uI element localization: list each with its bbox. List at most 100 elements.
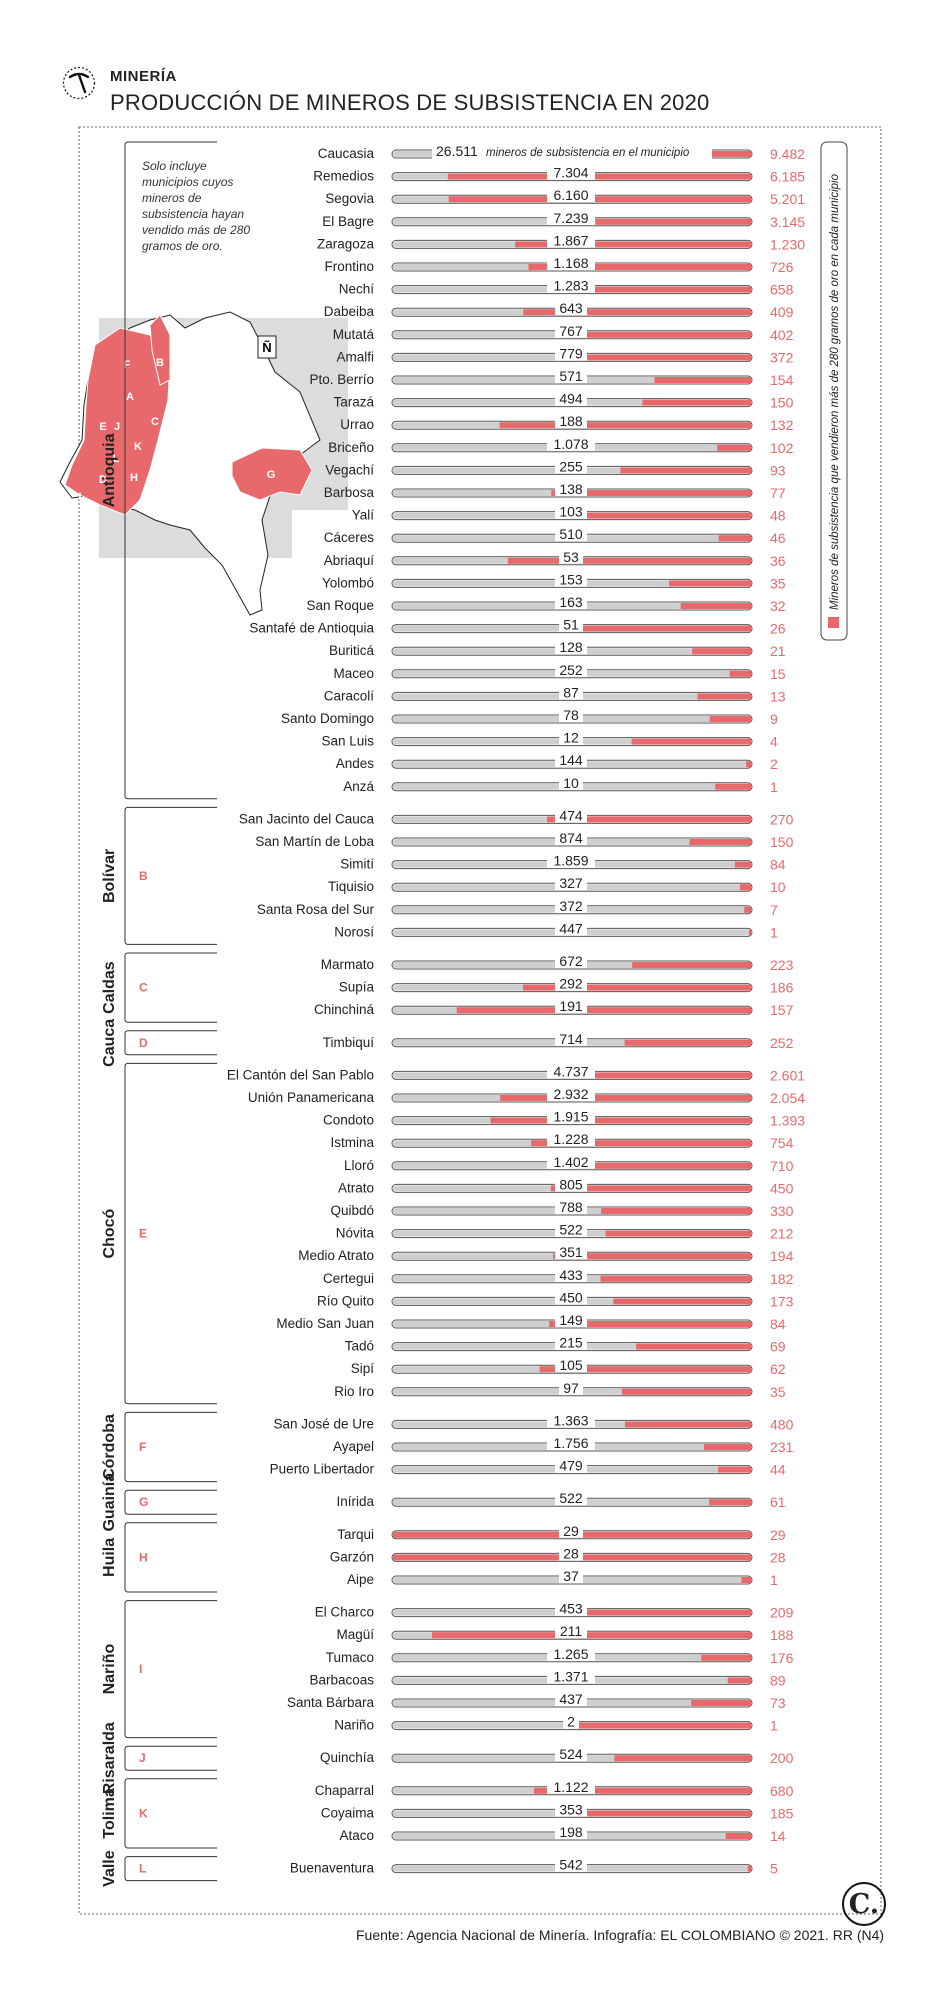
value-over280: 150 (770, 395, 794, 411)
value-total: 28 (563, 1545, 579, 1561)
table-row: Condoto 1.915 1.393 (323, 1109, 805, 1129)
value-over280: 1 (770, 779, 778, 795)
bar-over280 (584, 512, 751, 519)
table-row: Buriticá 128 21 (329, 639, 786, 659)
bar-over280 (669, 580, 751, 587)
value-over280: 35 (770, 1384, 786, 1400)
chart-frame (78, 126, 882, 1915)
value-label-bg (555, 663, 587, 677)
municipality-label: Yalí (352, 508, 375, 523)
bar-over280 (553, 1253, 751, 1260)
value-label-bg (555, 528, 587, 542)
municipality-label: Ataco (339, 1828, 374, 1843)
value-total: 78 (563, 707, 579, 723)
bar-over280 (717, 444, 751, 451)
value-label-bg (555, 573, 587, 587)
table-row: San Jacinto del Cauca 474 270 (239, 807, 794, 827)
value-over280: 13 (770, 688, 786, 704)
el-colombiano-logo: C. (842, 1882, 886, 1926)
value-total: 252 (559, 662, 583, 678)
table-row: Timbiquí 714 252 (323, 1031, 794, 1051)
value-total: 51 (563, 617, 579, 633)
bar-over280 (632, 962, 751, 968)
municipality-label: Tarazá (333, 395, 374, 410)
bar-over280 (432, 1632, 751, 1639)
municipality-label: Tumaco (326, 1650, 374, 1665)
bar-over280 (729, 670, 751, 677)
municipality-label: Certegui (323, 1271, 374, 1286)
table-row: Norosí 447 1 (334, 920, 778, 940)
value-total: 2 (567, 1714, 575, 1730)
value-label-bg (559, 1381, 583, 1395)
footer-source: Fuente: Agencia Nacional de Minería. Inf… (356, 1927, 885, 1943)
legend-label: Mineros de subsistencia que vendieron má… (829, 173, 841, 610)
value-over280: 1 (770, 924, 778, 940)
value-over280: 84 (770, 857, 786, 873)
value-total: 494 (559, 391, 583, 407)
page-title: PRODUCCIÓN DE MINEROS DE SUBSISTENCIA EN… (110, 90, 710, 115)
legend-swatch (828, 617, 839, 628)
value-label-bg (559, 550, 583, 564)
map-label-b: B (156, 357, 164, 369)
value-total: 1.859 (553, 853, 588, 869)
value-total: 1.228 (553, 1131, 588, 1147)
department-name: Risaralda (101, 1722, 118, 1794)
department-name: Chocó (101, 1208, 118, 1258)
bar-over280 (631, 738, 751, 745)
value-total: 447 (559, 920, 583, 936)
value-over280: 26 (770, 621, 786, 637)
value-over280: 2.054 (770, 1090, 805, 1106)
municipality-label: Frontino (324, 259, 374, 274)
bar-over280 (585, 1609, 751, 1616)
table-row: El Charco 453 209 (315, 1601, 794, 1621)
bar-over280 (703, 1444, 751, 1450)
table-row: Nóvita 522 212 (336, 1222, 794, 1242)
value-total: 198 (559, 1824, 583, 1840)
value-over280: 188 (770, 1627, 794, 1643)
value-total: 191 (559, 998, 583, 1014)
value-total: 2.932 (553, 1086, 588, 1102)
bar-over280 (697, 693, 751, 700)
value-label-bg (547, 257, 595, 270)
value-total: 4.737 (553, 1063, 588, 1079)
municipality-label: Medio San Juan (276, 1316, 374, 1331)
department-bracket (124, 1522, 217, 1593)
bar-over280 (500, 1095, 751, 1101)
value-total: 128 (559, 639, 583, 655)
value-label-bg (547, 1065, 595, 1079)
table-row: Lloró 1.402 710 (344, 1154, 794, 1174)
value-total: 87 (563, 684, 579, 700)
municipality-label: Río Quito (317, 1293, 374, 1308)
bar-over280 (515, 241, 751, 248)
value-over280: 182 (770, 1271, 794, 1287)
table-row: Supía 292 186 (339, 976, 794, 996)
value-label-bg (555, 641, 587, 655)
table-row: El Bagre 7.239 3.145 (322, 210, 805, 230)
bar-over280 (654, 377, 751, 383)
municipality-label: Nechí (339, 282, 375, 297)
table-row: San José de Ure 1.363 480 (273, 1412, 793, 1432)
municipality-label: Rio Iro (334, 1384, 374, 1399)
value-over280: 10 (770, 879, 786, 895)
value-total: 433 (559, 1267, 583, 1283)
value-total: 103 (559, 504, 583, 520)
department-code: L (139, 1862, 146, 1876)
bar-over280 (539, 1366, 751, 1373)
bar-over280 (624, 1421, 751, 1428)
value-total: 1.402 (553, 1154, 588, 1170)
value-over280: 212 (770, 1226, 794, 1242)
value-label-bg (547, 1414, 595, 1428)
map-label-c: C (151, 416, 159, 428)
municipality-label: Tiquisio (328, 879, 374, 894)
table-row: Maceo 252 15 (333, 662, 785, 682)
map-label-l: L (113, 453, 120, 465)
table-row: Tarazá 494 150 (333, 391, 793, 411)
department-bracket (124, 952, 217, 1023)
table-row: Yalí 103 48 (352, 504, 786, 524)
value-total: 1.363 (553, 1412, 588, 1428)
table-row: Nechí 1.283 658 (339, 278, 794, 298)
bar-over280 (447, 173, 751, 180)
note-line: mineros de (142, 191, 202, 205)
value-label-bg (555, 1336, 587, 1350)
bar-over280 (568, 625, 751, 632)
